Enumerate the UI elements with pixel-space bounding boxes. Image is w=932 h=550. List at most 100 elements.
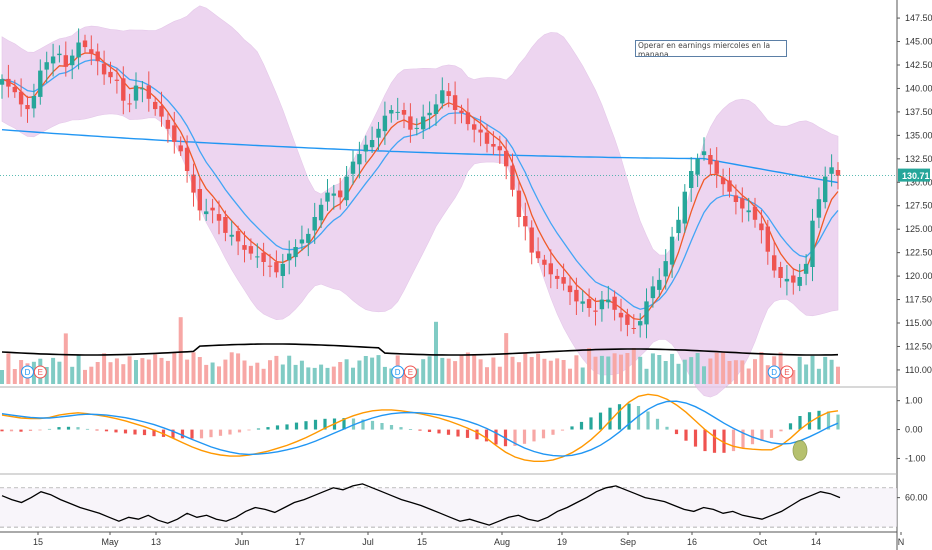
macd-histogram-bar [646,411,650,430]
candle [389,105,394,123]
candle [318,198,324,228]
macd-histogram-bar [532,429,536,442]
candle [497,135,502,164]
volume-bar [823,356,828,384]
earnings-event-marker[interactable]: E [403,365,417,379]
candle-body [146,85,151,99]
candle-body [0,79,5,85]
event-circle [33,365,47,379]
candles [0,28,841,339]
dividend-event-marker[interactable]: D [21,365,34,379]
chart-annotation[interactable]: Operar en earnings miercoles en la manan… [635,40,787,57]
candle [561,263,566,291]
candle [0,74,5,99]
volume-bar [810,355,815,384]
candle [759,209,764,244]
volume-bar [606,356,611,384]
macd-crossover-highlight [792,439,808,461]
macd-histogram-bar [304,421,308,430]
macd-histogram-bar [788,423,793,430]
candle-body [127,103,132,105]
volume-bar [414,368,419,384]
volume-bar [587,348,592,384]
candle [306,228,311,257]
earnings-event-marker[interactable]: E [780,365,794,379]
candle [701,137,707,161]
macd-histogram-bar [237,429,242,433]
macd-histogram-bar [389,425,394,430]
volume-bar [299,360,304,384]
macd-histogram-bar [437,429,441,434]
dividend-event-marker[interactable]: D [391,365,405,379]
macd-histogram-bar [712,429,717,453]
candle-body [567,285,573,293]
volume-bar [548,360,553,384]
macd-histogram-bar [313,419,318,430]
candle [542,254,547,277]
candle [504,139,509,180]
volume-bar [89,366,94,384]
candle-body [44,62,49,70]
candle-body [452,95,458,110]
price-tick-label: 147.50 [905,13,932,23]
volume-bar [804,364,809,384]
macd-histogram-bar [760,429,764,441]
candle-body [376,128,381,138]
candle-body [695,158,700,175]
candle-body [210,207,215,211]
candle-body [784,278,790,282]
volume-bar [159,357,164,384]
candle-body [408,116,413,130]
candle [18,78,24,117]
candle-body [427,112,432,116]
candle-body [95,51,100,62]
candle-body [631,328,636,329]
macd-histogram-bar [123,429,128,434]
macd-histogram-bar [190,429,194,439]
candle-body [172,125,177,142]
volume-bar [280,364,285,384]
candle-body [344,176,349,201]
candle-body [50,56,56,64]
macd-histogram-bar [399,427,403,430]
volume-bar [561,360,566,384]
macd-histogram-bar [142,429,147,436]
candle [676,206,681,241]
macd-histogram-bar [741,429,745,448]
candle [89,35,94,66]
candle-body [318,204,324,221]
volume-bar [402,369,406,384]
macd-histogram-bar [494,429,498,445]
candle-body [82,40,88,48]
macd-histogram-bar [266,427,270,430]
volume-bar [12,369,17,384]
candle [472,118,477,143]
volume-bars [0,317,840,384]
volume-bar [631,348,636,384]
dividend-event-marker[interactable]: D [767,365,781,379]
volume-bar [370,357,375,384]
candle-body [229,234,234,237]
price-tick-label: 115.00 [905,318,932,328]
volume-bar [714,352,719,384]
volume-bar [478,359,483,384]
macd-signal-line [1,393,839,462]
volume-bar [721,352,726,384]
candle [440,77,445,109]
price-tick-label: 125.00 [905,224,932,234]
volume-bar [427,356,432,384]
candle-body [178,145,183,152]
candle [401,102,407,129]
candle-body [663,261,668,277]
volume-bar [312,367,317,384]
candle-body [516,190,522,217]
volume-bar [153,354,158,384]
volume-bar [593,356,598,384]
volume-bar [63,333,68,384]
volume-bar [676,363,681,384]
volume-bar [689,357,694,384]
candle-body [63,55,68,67]
earnings-event-marker[interactable]: E [33,365,47,379]
